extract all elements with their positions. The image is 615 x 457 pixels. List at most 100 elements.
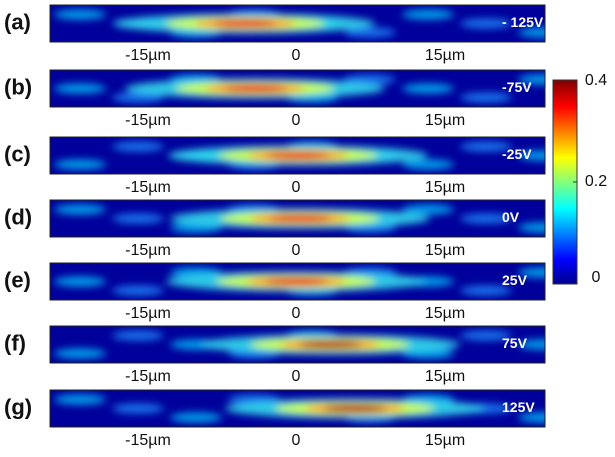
blob bbox=[112, 141, 164, 152]
heatmap-blobs bbox=[54, 267, 545, 296]
panel-label: (c) bbox=[4, 141, 31, 166]
blob bbox=[54, 83, 106, 94]
blob bbox=[344, 27, 396, 38]
panel-frame bbox=[49, 389, 546, 428]
heatmap-blobs bbox=[54, 9, 545, 38]
blob bbox=[402, 9, 454, 20]
heatmap bbox=[54, 330, 545, 359]
x-tick-label: 15µm bbox=[425, 432, 465, 449]
blob bbox=[54, 204, 106, 215]
x-tick-label: -15µm bbox=[125, 242, 171, 259]
x-tick-label: 0 bbox=[292, 179, 301, 196]
x-tick-label: 0 bbox=[292, 47, 301, 64]
hotspot bbox=[213, 19, 277, 28]
heatmap-blobs bbox=[54, 330, 545, 359]
panel-label: (a) bbox=[4, 9, 31, 34]
hotspot bbox=[223, 84, 287, 93]
x-tick-label: -15µm bbox=[125, 47, 171, 64]
hotspot bbox=[266, 151, 330, 160]
x-tick-label: 0 bbox=[292, 242, 301, 259]
heatmap-blobs bbox=[54, 74, 545, 103]
x-tick-label: 15µm bbox=[425, 305, 465, 322]
voltage-label: - 125V bbox=[502, 14, 544, 30]
heatmap-blobs bbox=[54, 141, 545, 170]
colorbar-tick-label: 0 bbox=[592, 269, 601, 286]
heatmap-blobs bbox=[54, 394, 545, 423]
blob bbox=[460, 213, 512, 224]
panel-label: (d) bbox=[4, 204, 32, 229]
blob bbox=[112, 330, 164, 341]
blob bbox=[112, 92, 164, 103]
heatmap bbox=[54, 204, 545, 233]
hotspot bbox=[264, 277, 328, 286]
panel-frame bbox=[49, 325, 546, 364]
blob bbox=[112, 285, 164, 296]
voltage-label: -25V bbox=[502, 146, 532, 162]
voltage-label: 0V bbox=[502, 209, 520, 225]
x-tick-label: 15µm bbox=[425, 368, 465, 385]
blob bbox=[518, 339, 545, 350]
panel-label: (f) bbox=[4, 330, 26, 355]
x-tick-label: -15µm bbox=[125, 112, 171, 129]
x-tick-label: -15µm bbox=[125, 305, 171, 322]
blob bbox=[344, 74, 396, 85]
blob bbox=[518, 412, 545, 423]
blob bbox=[54, 276, 106, 287]
x-tick-label: 15µm bbox=[425, 242, 465, 259]
heatmap bbox=[54, 394, 545, 423]
x-tick-label: 15µm bbox=[425, 112, 465, 129]
heatmap-blobs bbox=[54, 204, 545, 233]
x-tick-label: 0 bbox=[292, 305, 301, 322]
blob bbox=[54, 348, 106, 359]
heatmap bbox=[54, 267, 545, 296]
blob bbox=[518, 222, 545, 233]
panel-frame bbox=[49, 69, 546, 108]
blob bbox=[518, 267, 545, 278]
panel-frame bbox=[49, 262, 546, 301]
voltage-label: 75V bbox=[502, 335, 528, 351]
blob bbox=[112, 403, 164, 414]
blob bbox=[460, 18, 512, 29]
blob bbox=[402, 83, 454, 94]
blob bbox=[460, 330, 512, 341]
blob bbox=[460, 92, 512, 103]
panel-frame bbox=[49, 199, 546, 238]
panel-frame bbox=[49, 4, 546, 43]
blob bbox=[518, 150, 545, 161]
x-tick-label: 15µm bbox=[425, 47, 465, 64]
blob bbox=[518, 27, 545, 38]
voltage-label: 125V bbox=[502, 399, 535, 415]
panel-label: (g) bbox=[4, 394, 32, 419]
voltage-label: 25V bbox=[502, 272, 528, 288]
hotspot bbox=[323, 404, 387, 413]
x-tick-label: 15µm bbox=[425, 179, 465, 196]
blob bbox=[112, 213, 164, 224]
heatmap bbox=[54, 9, 545, 38]
blob bbox=[402, 204, 454, 215]
x-tick-label: 0 bbox=[292, 112, 301, 129]
blob bbox=[54, 159, 106, 170]
blob bbox=[460, 285, 512, 296]
hotspot bbox=[268, 214, 332, 223]
x-tick-label: -15µm bbox=[125, 179, 171, 196]
blob bbox=[460, 141, 512, 152]
x-tick-label: -15µm bbox=[125, 368, 171, 385]
heatmap bbox=[54, 141, 545, 170]
blob bbox=[402, 159, 454, 170]
blob bbox=[518, 74, 545, 85]
heatmap bbox=[54, 74, 545, 103]
x-tick-label: -15µm bbox=[125, 432, 171, 449]
panel-label: (b) bbox=[4, 74, 32, 99]
voltage-label: -75V bbox=[502, 79, 532, 95]
blob bbox=[54, 9, 106, 20]
panel-label: (e) bbox=[4, 267, 31, 292]
x-tick-label: 0 bbox=[292, 368, 301, 385]
colorbar-tick-label: 0.2 bbox=[585, 173, 607, 190]
blob bbox=[170, 412, 222, 423]
panel-frame bbox=[49, 136, 546, 175]
colorbar-tick-label: 0.4 bbox=[585, 72, 607, 89]
hotspot bbox=[298, 340, 362, 349]
x-tick-label: 0 bbox=[292, 432, 301, 449]
blob bbox=[54, 394, 106, 405]
